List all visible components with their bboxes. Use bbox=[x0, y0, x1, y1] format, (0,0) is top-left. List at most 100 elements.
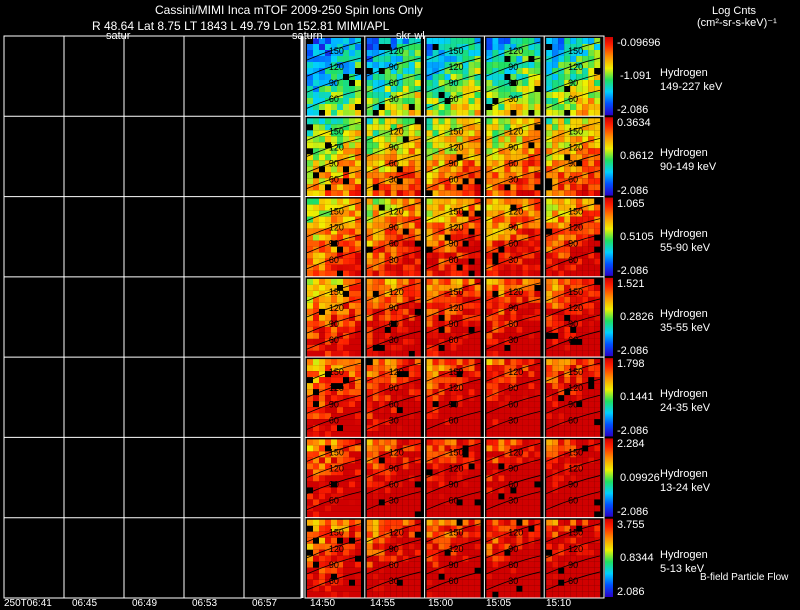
heatmap-cell bbox=[510, 240, 517, 247]
heatmap-cell bbox=[396, 284, 403, 291]
heatmap-cell bbox=[504, 561, 511, 568]
heatmap-cell bbox=[528, 68, 535, 74]
contour-line bbox=[546, 523, 601, 543]
heatmap-cell bbox=[319, 142, 325, 149]
heatmap-cell bbox=[570, 377, 577, 384]
heatmap-cell bbox=[396, 270, 403, 277]
heatmap-cell bbox=[504, 431, 511, 438]
heatmap-cell bbox=[594, 302, 601, 309]
heatmap-cell bbox=[307, 531, 313, 538]
heatmap-cell bbox=[564, 407, 571, 414]
heatmap-cell bbox=[396, 531, 403, 538]
heatmap-cell bbox=[552, 296, 559, 303]
heatmap-cell bbox=[337, 210, 343, 217]
heatmap-cell bbox=[307, 395, 313, 402]
heatmap-cell bbox=[492, 413, 499, 420]
heatmap-cell bbox=[528, 531, 535, 538]
heatmap-cell bbox=[372, 204, 379, 211]
heatmap-cell bbox=[325, 270, 331, 277]
heatmap-cell bbox=[349, 505, 355, 512]
heatmap-cell bbox=[576, 80, 583, 86]
heatmap-cell bbox=[456, 377, 463, 384]
contour-label: 60 bbox=[329, 255, 339, 265]
heatmap-cell bbox=[456, 290, 463, 297]
heatmap-cell bbox=[558, 377, 565, 384]
heatmap-cell bbox=[432, 86, 439, 92]
heatmap-cell bbox=[492, 62, 499, 68]
heatmap-cell bbox=[570, 252, 577, 259]
heatmap-cell bbox=[384, 252, 391, 259]
heatmap-cell bbox=[510, 591, 517, 598]
heatmap-cell bbox=[331, 332, 337, 339]
heatmap-cell bbox=[384, 493, 391, 500]
heatmap-cell bbox=[408, 118, 415, 125]
heatmap-cell bbox=[414, 344, 421, 351]
heatmap-cell bbox=[570, 270, 577, 277]
heatmap-cell bbox=[570, 142, 577, 149]
heatmap-cell bbox=[510, 198, 517, 205]
heatmap-cell bbox=[468, 431, 475, 438]
heatmap-cell bbox=[414, 555, 421, 562]
heatmap-cell bbox=[582, 505, 589, 512]
heatmap-cell bbox=[576, 555, 583, 562]
heatmap-cell bbox=[444, 457, 451, 464]
heatmap-cell bbox=[384, 332, 391, 339]
heatmap-cell bbox=[510, 525, 517, 532]
heatmap-cell bbox=[426, 154, 433, 161]
heatmap-cell bbox=[349, 130, 355, 137]
contour-line bbox=[306, 154, 361, 173]
heatmap-cell bbox=[576, 567, 583, 574]
heatmap-cell bbox=[444, 190, 451, 197]
heatmap-cell bbox=[516, 56, 523, 62]
heatmap-cell bbox=[378, 487, 385, 494]
contour-label: 30 bbox=[389, 255, 399, 265]
heatmap-cell bbox=[582, 475, 589, 482]
contour-label: 150 bbox=[449, 46, 464, 56]
heatmap-cell bbox=[558, 561, 565, 568]
heatmap-cell bbox=[534, 130, 541, 137]
heatmap-cell bbox=[349, 469, 355, 476]
contour-line bbox=[486, 443, 541, 462]
heatmap-cell bbox=[468, 172, 475, 179]
heatmap-cell bbox=[438, 118, 445, 125]
heatmap-cell bbox=[492, 338, 499, 345]
heatmap-cell bbox=[552, 555, 559, 562]
heatmap-cell bbox=[384, 431, 391, 438]
contour-line bbox=[426, 154, 481, 173]
heatmap-cell bbox=[337, 555, 343, 562]
heatmap-cell bbox=[468, 561, 475, 568]
heatmap-cell bbox=[331, 290, 337, 297]
heatmap-cell bbox=[462, 38, 469, 44]
heatmap-cell bbox=[319, 332, 325, 339]
heatmap-cell bbox=[343, 62, 349, 68]
heatmap-cell bbox=[564, 308, 571, 315]
heatmap-cell bbox=[378, 178, 385, 185]
heatmap-cell bbox=[307, 302, 313, 309]
heatmap-cell bbox=[343, 439, 349, 446]
heatmap-cell bbox=[468, 314, 475, 321]
heatmap-cell bbox=[325, 308, 331, 315]
heatmap-cell bbox=[337, 130, 343, 137]
contour-line bbox=[306, 73, 361, 93]
heatmap-cell bbox=[558, 264, 565, 271]
heatmap-cell bbox=[372, 487, 379, 494]
heatmap-cell bbox=[456, 270, 463, 277]
heatmap-cell bbox=[402, 264, 409, 271]
heatmap-cell bbox=[516, 505, 523, 512]
heatmap-cell bbox=[349, 92, 355, 98]
heatmap-cell bbox=[313, 184, 319, 191]
heatmap-cell bbox=[325, 80, 331, 86]
contour-line bbox=[306, 459, 361, 478]
heatmap-cell bbox=[384, 124, 391, 131]
heatmap-cell bbox=[444, 178, 451, 185]
heatmap-cell bbox=[504, 308, 511, 315]
heatmap-cell bbox=[504, 451, 511, 458]
heatmap-cell bbox=[516, 204, 523, 211]
heatmap-cell bbox=[462, 216, 469, 223]
heatmap-cell bbox=[444, 475, 451, 482]
heatmap-cell bbox=[396, 92, 403, 98]
heatmap-cell bbox=[516, 320, 523, 327]
heatmap-cell bbox=[396, 290, 403, 297]
colorbar-5 bbox=[605, 358, 613, 437]
heatmap-cell bbox=[378, 38, 385, 44]
